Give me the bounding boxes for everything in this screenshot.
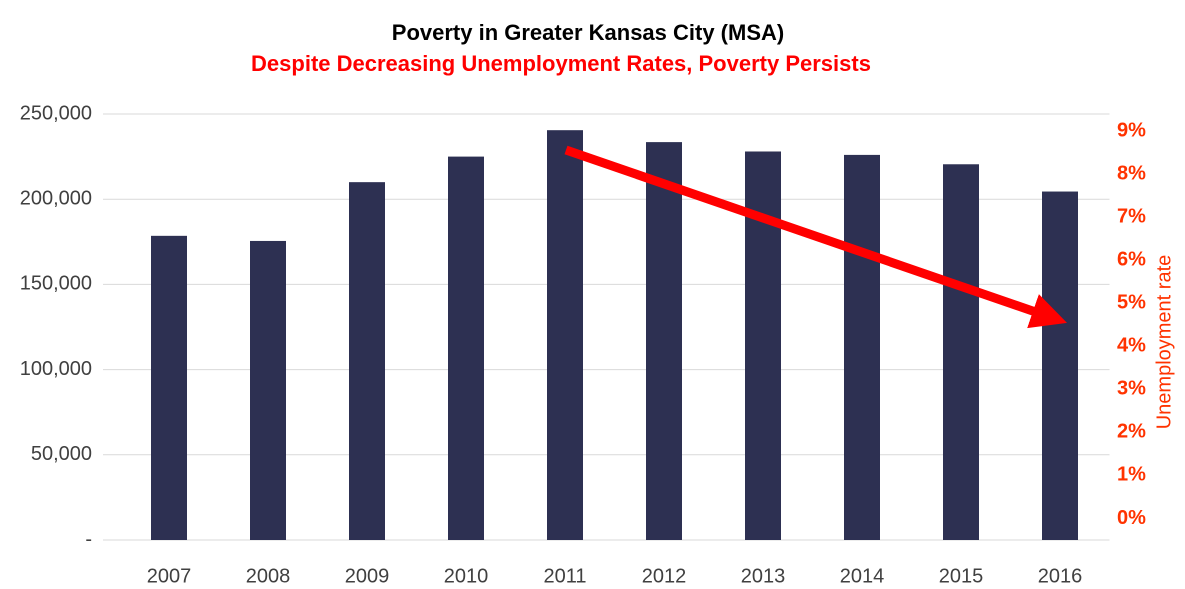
x-tick-label: 2008 [246,565,291,587]
x-tick-label: 2010 [444,565,489,587]
bar [646,142,682,540]
y-tick-label: 200,000 [20,187,92,209]
bar [844,154,880,540]
bar [448,156,484,540]
bar [1042,191,1078,541]
y2-axis-label: Unemployment rate [1153,255,1175,430]
bar [547,130,583,541]
trend-arrow [564,145,1068,329]
x-tick-label: 2012 [642,565,687,587]
bar [151,235,187,540]
y2-tick-label: 1% [1117,464,1146,486]
bar [349,182,385,540]
y-tick-label: 150,000 [20,273,92,295]
x-tick-label: 2007 [147,565,192,587]
x-tick-label: 2009 [345,565,390,587]
y2-tick-label: 0% [1117,507,1146,529]
y2-tick-label: 6% [1117,249,1146,271]
y2-tick-label: 5% [1117,292,1146,314]
x-tick-label: 2013 [741,565,786,587]
x-tick-label: 2014 [840,565,885,587]
y-tick-label: - [85,528,92,550]
y2-tick-label: 7% [1117,206,1146,228]
y2-tick-label: 8% [1117,163,1146,185]
bar [250,240,286,540]
x-tick-label: 2015 [939,565,984,587]
y2-tick-label: 4% [1117,335,1146,357]
x-tick-label: 2011 [543,565,586,587]
plot-area: - 50,000 100,000 150,000 200,000 250,000 0% 1% 2… [20,102,1176,587]
y-tick-label: 250,000 [20,102,92,124]
bar [943,164,979,540]
y2-tick-label: 2% [1117,421,1146,443]
y2-tick-label: 9% [1117,119,1146,141]
y-tick-label: 100,000 [20,358,92,380]
y-tick-label: 50,000 [31,443,92,465]
y2-tick-label: 3% [1117,378,1146,400]
chart-subtitle: Despite Decreasing Unemployment Rates, P… [251,51,871,76]
x-tick-label: 2016 [1038,565,1083,587]
chart-title: Poverty in Greater Kansas City (MSA) [392,20,784,45]
